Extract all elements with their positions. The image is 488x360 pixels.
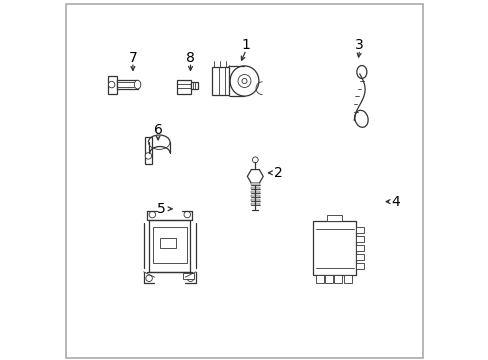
Text: 4: 4 [390,195,399,208]
Bar [250,187,259,189]
Bar [160,238,176,248]
Bar [183,273,194,279]
Bar [355,245,363,251]
Circle shape [183,211,190,218]
Bar [149,220,190,272]
Text: 7: 7 [128,51,137,64]
Circle shape [145,153,151,159]
Bar [334,275,342,283]
Circle shape [252,157,258,163]
Ellipse shape [356,66,366,78]
Bar [177,80,191,94]
Bar [250,195,259,197]
Bar [343,275,351,283]
Ellipse shape [134,80,141,89]
Circle shape [149,211,155,218]
Bar [315,275,323,283]
Bar [325,275,332,283]
Ellipse shape [230,66,258,96]
Bar [355,254,363,260]
Circle shape [108,81,115,88]
Circle shape [242,78,246,84]
Bar [144,137,152,164]
Circle shape [238,75,250,87]
Ellipse shape [354,110,367,127]
Text: 1: 1 [242,38,250,52]
Bar [355,227,363,233]
Circle shape [187,275,193,282]
Text: 8: 8 [185,51,195,64]
Bar [212,67,229,95]
Bar [250,199,259,201]
Bar [355,263,363,269]
Circle shape [145,275,152,282]
Bar [117,80,137,89]
Text: 2: 2 [274,166,283,180]
Bar [355,236,363,242]
Bar [107,76,117,94]
Bar [152,227,186,263]
Text: 3: 3 [355,38,364,52]
Bar [312,221,355,275]
Text: 5: 5 [157,202,166,216]
Bar [326,215,341,221]
Bar [250,183,259,185]
Bar [191,82,197,89]
Bar [250,191,259,193]
Text: 6: 6 [153,123,162,136]
Bar [250,203,259,205]
